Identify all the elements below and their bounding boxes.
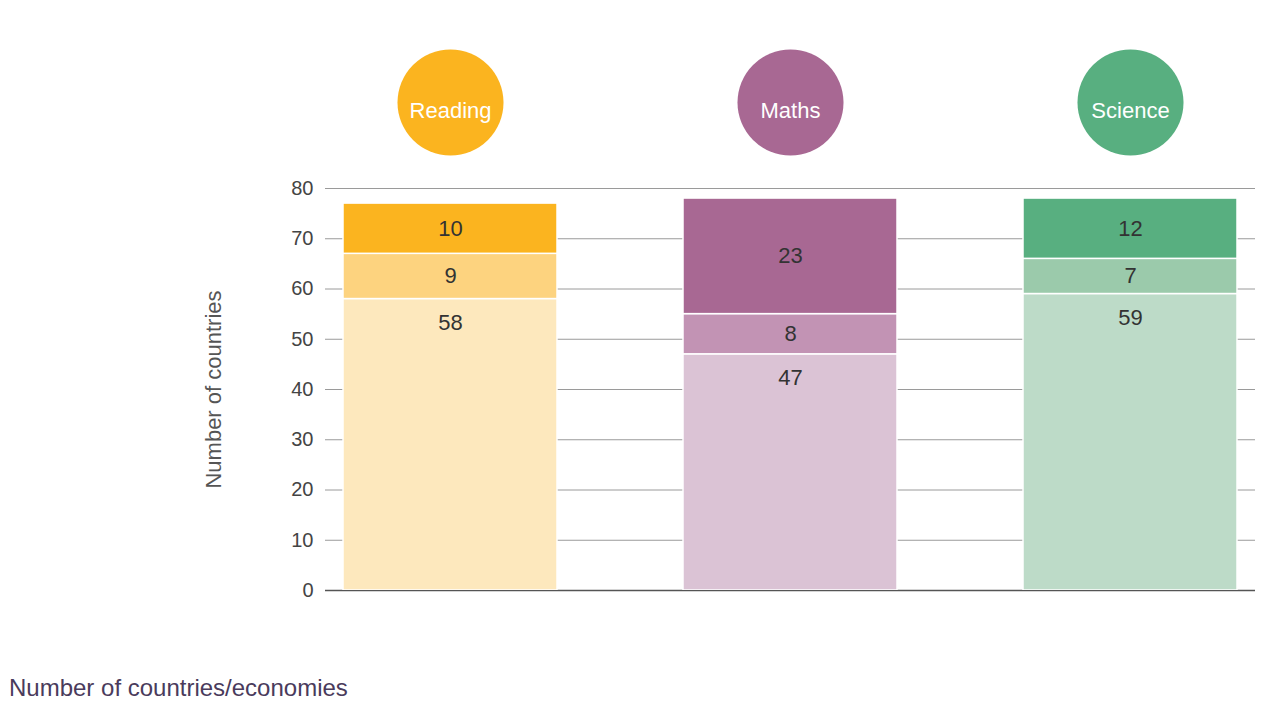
svg-text:70: 70 xyxy=(291,227,313,249)
svg-text:20: 20 xyxy=(291,478,313,500)
svg-text:9: 9 xyxy=(444,263,456,288)
svg-text:80: 80 xyxy=(291,177,313,199)
svg-text:8: 8 xyxy=(784,321,796,346)
svg-text:50: 50 xyxy=(291,328,313,350)
svg-text:10: 10 xyxy=(291,529,313,551)
svg-text:12: 12 xyxy=(1118,216,1142,241)
svg-text:59: 59 xyxy=(1118,305,1142,330)
svg-text:Reading: Reading xyxy=(410,98,492,123)
svg-text:30: 30 xyxy=(291,428,313,450)
svg-text:Maths: Maths xyxy=(761,98,821,123)
html-text:Number of countries/economies: Number of countries/economies xyxy=(9,674,348,701)
svg-text:7: 7 xyxy=(1124,263,1136,288)
svg-text:Number of countries: Number of countries xyxy=(201,290,226,488)
svg-text:60: 60 xyxy=(291,277,313,299)
svg-text:23: 23 xyxy=(778,243,802,268)
svg-text:Science: Science xyxy=(1091,98,1169,123)
svg-text:58: 58 xyxy=(438,310,462,335)
svg-text:47: 47 xyxy=(778,365,802,390)
svg-text:0: 0 xyxy=(302,579,313,601)
svg-text:40: 40 xyxy=(291,378,313,400)
svg-text:10: 10 xyxy=(438,216,462,241)
